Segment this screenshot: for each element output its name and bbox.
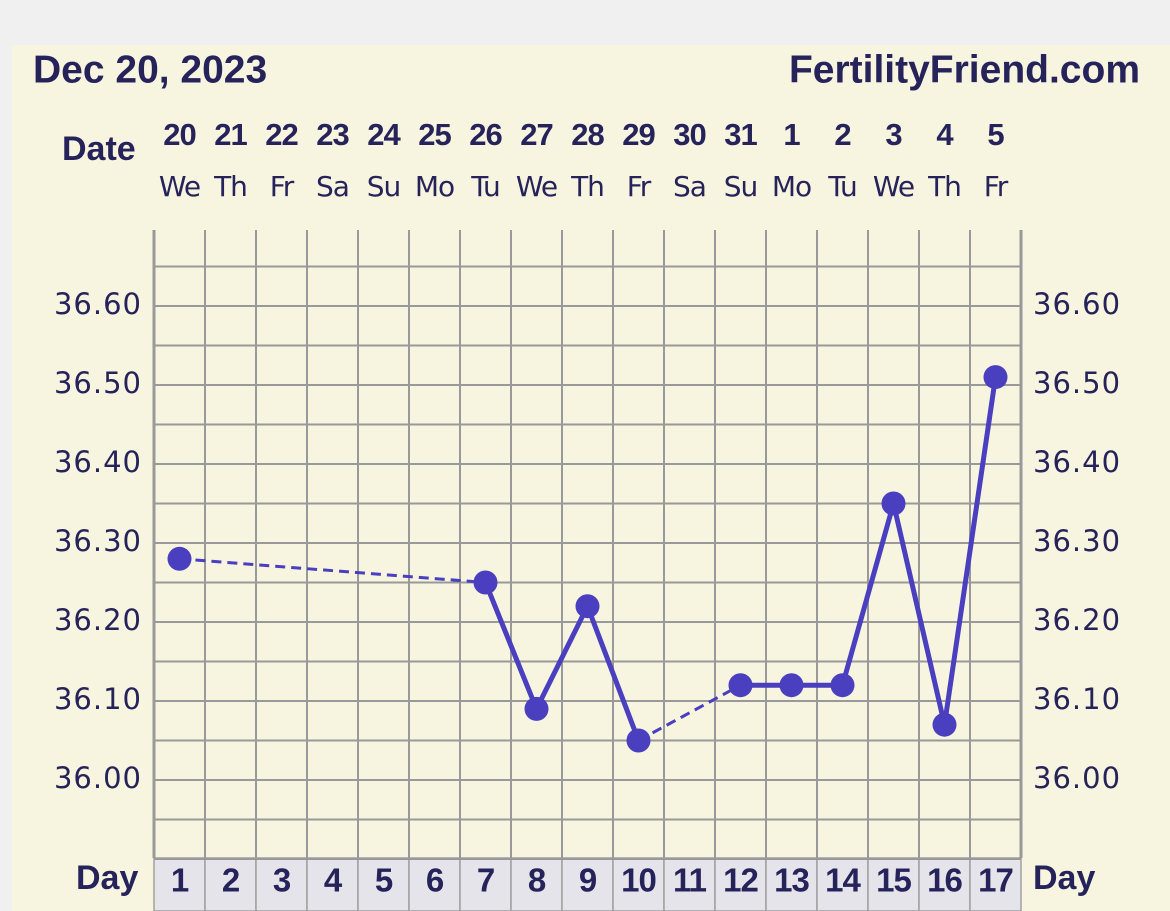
- day-cell: [153, 857, 206, 911]
- day-number: 6: [426, 862, 444, 899]
- y-tick-label: 36.40: [54, 445, 142, 479]
- date-label: 23: [316, 117, 349, 152]
- day-number: 9: [579, 862, 597, 899]
- y-tick-label: 36.60: [1033, 287, 1121, 321]
- y-tick-label: 36.60: [54, 287, 142, 321]
- day-number: 7: [477, 862, 494, 899]
- day-number: 17: [978, 862, 1013, 899]
- weekday-label: Tu: [470, 170, 500, 203]
- y-tick-label: 36.50: [1033, 366, 1121, 400]
- day-cell: [612, 857, 665, 911]
- date-label: 22: [265, 117, 297, 152]
- gap-connector: [637, 683, 742, 742]
- day-number: 15: [876, 862, 911, 899]
- date-label: 1: [783, 117, 800, 152]
- temperature-line: [483, 581, 641, 742]
- date-label: 26: [469, 117, 502, 152]
- y-tick-label: 36.30: [1033, 524, 1121, 558]
- weekday-label: We: [873, 170, 914, 203]
- temperature-point: [830, 673, 855, 698]
- weekday-label: Th: [213, 170, 247, 203]
- site-name: FertilityFriend.com: [789, 48, 1140, 91]
- day-cell: [408, 857, 461, 911]
- day-number: 3: [273, 862, 291, 899]
- chart-title: Dec 20, 2023: [33, 48, 267, 91]
- weekday-label: Sa: [673, 170, 706, 203]
- y-tick-label: 36.50: [54, 366, 142, 400]
- day-cell: [816, 857, 869, 911]
- date-label: 4: [936, 117, 954, 152]
- weekday-label: Su: [367, 170, 401, 203]
- date-label: Date: [62, 130, 136, 168]
- y-tick-label: 36.20: [54, 603, 142, 637]
- weekday-label: We: [159, 170, 200, 203]
- temperature-point: [524, 696, 549, 721]
- weekday-label: We: [516, 170, 557, 203]
- date-label: 27: [520, 117, 552, 152]
- y-tick-label: 36.10: [54, 682, 142, 716]
- weekday-label: Mo: [415, 170, 454, 203]
- temperature-point: [626, 728, 651, 753]
- date-label: 28: [571, 117, 604, 152]
- temperature-point: [881, 491, 906, 516]
- day-cell: [255, 857, 308, 911]
- date-label: 2: [834, 117, 850, 152]
- temperature-point: [728, 673, 753, 698]
- weekday-label: Th: [927, 170, 961, 203]
- day-cell: [867, 857, 920, 911]
- y-tick-label: 36.00: [1033, 761, 1121, 795]
- weekday-label: Fr: [627, 170, 652, 203]
- weekday-label: Mo: [772, 170, 811, 203]
- temperature-point: [779, 673, 804, 698]
- day-number: 12: [723, 862, 758, 899]
- temperature-point: [575, 594, 600, 619]
- day-cell: [765, 857, 818, 911]
- day-cell: [918, 857, 971, 911]
- date-label: 25: [418, 117, 451, 152]
- day-number: 14: [825, 862, 861, 899]
- y-tick-label: 36.40: [1033, 445, 1121, 479]
- gap-connector: [179, 557, 486, 584]
- day-number: 2: [222, 862, 240, 899]
- day-cell: [204, 857, 257, 911]
- day-number: 13: [774, 862, 809, 899]
- y-tick-label: 36.20: [1033, 603, 1121, 637]
- weekday-label: Th: [570, 170, 604, 203]
- date-label: 29: [622, 117, 655, 152]
- temperature-point: [983, 365, 1008, 390]
- date-label: 21: [214, 117, 247, 152]
- day-number: 16: [927, 862, 962, 899]
- y-tick-label: 36.10: [1033, 682, 1121, 716]
- y-tick-label: 36.00: [54, 761, 142, 795]
- y-tick-label: 36.30: [54, 524, 142, 558]
- date-label: 24: [367, 117, 401, 152]
- weekday-label: Sa: [316, 170, 349, 203]
- day-number: 1: [171, 862, 189, 899]
- date-label: 31: [724, 117, 757, 152]
- date-label: 20: [163, 117, 195, 152]
- weekday-label: Su: [724, 170, 758, 203]
- temperature-point: [167, 546, 192, 571]
- temperature-point: [932, 712, 957, 737]
- date-label: 3: [885, 117, 902, 152]
- day-label: Day: [76, 859, 138, 897]
- day-number: 10: [621, 862, 656, 899]
- temperature-point: [473, 570, 498, 595]
- day-number: 11: [673, 862, 707, 899]
- date-label: 5: [987, 117, 1004, 152]
- day-cell: [969, 857, 1022, 911]
- day-label: Day: [1033, 859, 1095, 897]
- weekday-label: Tu: [827, 170, 857, 203]
- day-number: 4: [324, 862, 343, 899]
- day-number: 5: [375, 862, 393, 899]
- date-label: 30: [673, 117, 705, 152]
- weekday-label: Fr: [270, 170, 295, 203]
- weekday-label: Fr: [984, 170, 1009, 203]
- day-cell: [306, 857, 359, 911]
- day-number: 8: [528, 862, 546, 899]
